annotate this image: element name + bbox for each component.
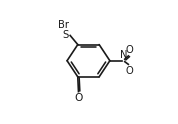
Text: Br: Br <box>59 20 69 30</box>
Text: O: O <box>125 45 133 55</box>
Text: N: N <box>120 50 127 60</box>
Text: O: O <box>75 93 83 103</box>
Text: O: O <box>125 66 133 76</box>
Text: S: S <box>62 31 69 41</box>
